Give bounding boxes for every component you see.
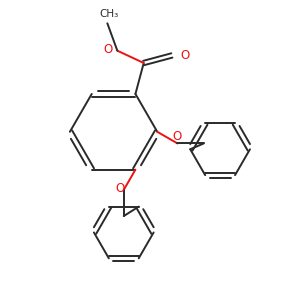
Text: O: O bbox=[116, 182, 125, 195]
Text: O: O bbox=[173, 130, 182, 143]
Text: CH₃: CH₃ bbox=[99, 9, 119, 19]
Text: O: O bbox=[104, 43, 113, 56]
Text: O: O bbox=[180, 49, 189, 62]
